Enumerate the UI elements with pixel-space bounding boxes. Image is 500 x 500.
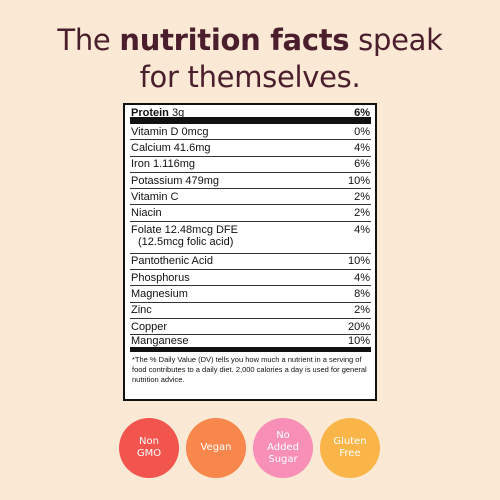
nutrient-daily-value: 2% xyxy=(354,207,370,220)
nutrient-sub-note: (12.5mcg folic acid) xyxy=(138,235,234,248)
nutrient-row: Manganese 10% xyxy=(130,334,371,352)
nutrient-daily-value: 6% xyxy=(354,158,370,171)
nutrient-daily-value: 10% xyxy=(347,334,370,347)
nutrient-row: Vitamin D 0mcg 0% xyxy=(130,124,371,141)
nutrient-daily-value: 10% xyxy=(347,174,370,187)
nutrient-row: Calcium 41.6mg 4% xyxy=(130,140,371,157)
headline-line-2: for themselves. xyxy=(139,60,361,94)
nutrient-name: Calcium 41.6mg xyxy=(131,141,211,154)
nutrient-label-group: Folate 12.48mcg DFE (12.5mcg folic acid) xyxy=(131,224,238,248)
nutrient-daily-value: 4% xyxy=(354,223,370,236)
nutrient-daily-value: 4% xyxy=(354,141,370,154)
nutrient-daily-value: 10% xyxy=(347,255,370,268)
nutrient-name: Vitamin D 0mcg xyxy=(131,125,209,138)
nutrient-daily-value: 20% xyxy=(347,320,370,333)
protein-label: Protein 3g xyxy=(131,107,184,119)
daily-value-footnote: *The % Daily Value (DV) tells you how mu… xyxy=(132,354,367,384)
nutrient-row: Potassium 479mg 10% xyxy=(130,173,371,190)
nutrient-name: Magnesium xyxy=(131,288,188,301)
nutrient-name: Iron 1.116mg xyxy=(131,158,196,171)
nutrient-name: Pantothenic Acid xyxy=(131,255,213,268)
nutrient-daily-value: 2% xyxy=(354,304,370,317)
nutrient-row: Iron 1.116mg 6% xyxy=(130,157,371,173)
protein-row: Protein 3g 6% xyxy=(130,107,371,124)
nutrient-row: Niacin 2% xyxy=(130,205,371,222)
headline-suffix: speak xyxy=(349,23,443,57)
nutrient-row: Vitamin C 2% xyxy=(130,189,371,206)
nutrient-name: Folate 12.48mcg DFE xyxy=(131,223,238,236)
badge-row: Non GMO Vegan No Added Sugar Gluten Free xyxy=(0,418,500,480)
nutrient-name: Manganese xyxy=(131,334,189,347)
nutrient-list: Vitamin D 0mcg 0% Calcium 41.6mg 4% Iron 1.1… xyxy=(130,124,371,352)
protein-daily-value: 6% xyxy=(354,107,370,119)
vegan-badge: Vegan xyxy=(186,418,246,478)
nutrient-daily-value: 8% xyxy=(354,288,370,301)
headline-line-1: The nutrition facts speak xyxy=(0,22,500,59)
nutrient-name: Phosphorus xyxy=(131,271,190,284)
nutrient-name: Niacin xyxy=(131,207,162,220)
headline-emphasis: nutrition facts xyxy=(119,23,350,57)
nutrient-daily-value: 2% xyxy=(354,190,370,203)
nutrient-name: Vitamin C xyxy=(131,190,179,203)
nutrient-name: Potassium 479mg xyxy=(131,174,220,187)
nutrient-row: Copper 20% xyxy=(130,319,371,336)
gluten-free-badge: Gluten Free xyxy=(320,418,380,478)
nutrient-daily-value: 4% xyxy=(354,271,370,284)
protein-name: Protein xyxy=(131,107,169,119)
nutrient-row: Pantothenic Acid 10% xyxy=(130,254,371,271)
nutrient-row: Zinc 2% xyxy=(130,303,371,319)
nutrition-facts-panel: Protein 3g 6% Vitamin D 0mcg 0% Calcium 41… xyxy=(123,103,377,401)
nutrient-daily-value: 0% xyxy=(354,125,370,138)
nutrient-row: Folate 12.48mcg DFE (12.5mcg folic acid) 4… xyxy=(130,222,371,254)
non-gmo-badge: Non GMO xyxy=(119,418,179,478)
no-added-sugar-badge: No Added Sugar xyxy=(253,418,313,478)
nutrient-row: Phosphorus 4% xyxy=(130,270,371,287)
headline-prefix: The xyxy=(57,23,120,57)
protein-amount: 3g xyxy=(171,107,185,119)
nutrient-row: Magnesium 8% xyxy=(130,286,371,303)
nutrient-name: Copper xyxy=(131,320,168,333)
nutrient-name: Zinc xyxy=(131,304,152,317)
headline: The nutrition facts speak for themselves… xyxy=(0,22,500,96)
